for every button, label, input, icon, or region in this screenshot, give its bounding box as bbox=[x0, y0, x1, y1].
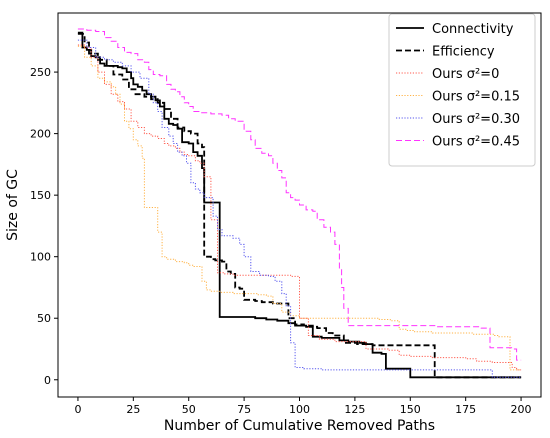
legend-label-2: Ours σ²=0 bbox=[432, 67, 499, 82]
legend-label-3: Ours σ²=0.15 bbox=[432, 90, 520, 105]
legend-label-4: Ours σ²=0.30 bbox=[432, 112, 520, 127]
y-axis-label: Size of GC bbox=[5, 169, 21, 241]
series-line-2 bbox=[77, 44, 522, 371]
x-tick-label: 25 bbox=[126, 403, 140, 416]
axis-ticks: 0 25 50 75 100 125 150 175 200 0 50 100 150 200 250 bbox=[30, 66, 532, 416]
y-tick-label: 200 bbox=[30, 128, 51, 141]
x-tick-label: 0 bbox=[74, 403, 81, 416]
y-tick-label: 250 bbox=[30, 66, 51, 79]
y-tick-label: 0 bbox=[44, 374, 51, 387]
legend-box bbox=[388, 13, 536, 167]
x-tick-label: 150 bbox=[400, 403, 421, 416]
x-tick-label: 125 bbox=[344, 403, 365, 416]
legend-label-0: Connectivity bbox=[432, 22, 514, 37]
legend: Connectivity Efficiency Ours σ²=0 Ours σ²=0… bbox=[388, 13, 536, 167]
x-axis-label: Number of Cumulative Removed Paths bbox=[164, 418, 435, 434]
x-tick-label: 50 bbox=[182, 403, 196, 416]
x-tick-label: 175 bbox=[455, 403, 476, 416]
x-tick-label: 200 bbox=[511, 403, 532, 416]
x-tick-label: 75 bbox=[237, 403, 251, 416]
series-line-5 bbox=[77, 28, 522, 361]
series-line-0 bbox=[77, 31, 522, 379]
legend-label-1: Efficiency bbox=[432, 45, 495, 60]
series-line-4 bbox=[77, 39, 522, 378]
series-line-3 bbox=[77, 45, 522, 371]
legend-label-5: Ours σ²=0.45 bbox=[432, 135, 520, 150]
y-tick-label: 100 bbox=[30, 251, 51, 264]
y-tick-label: 50 bbox=[37, 312, 51, 325]
y-tick-label: 150 bbox=[30, 189, 51, 202]
series-line-1 bbox=[77, 33, 522, 379]
x-tick-label: 100 bbox=[289, 403, 310, 416]
series-layer bbox=[77, 28, 522, 379]
